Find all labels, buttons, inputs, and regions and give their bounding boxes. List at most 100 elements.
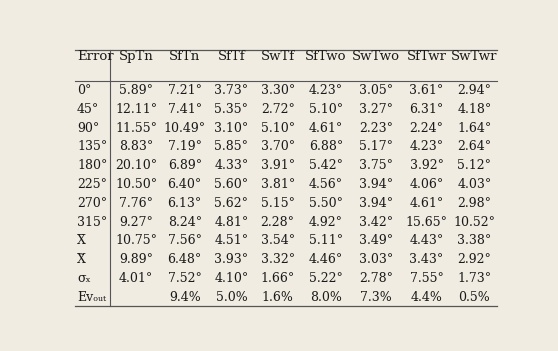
Text: 0°: 0° [77,84,92,97]
Text: 3.73°: 3.73° [214,84,248,97]
Text: 4.61°: 4.61° [309,122,343,135]
Text: 10.49°: 10.49° [163,122,206,135]
Text: 2.28°: 2.28° [261,216,295,229]
Text: 6.31°: 6.31° [410,103,444,116]
Text: 2.94°: 2.94° [458,84,492,97]
Text: 2.24°: 2.24° [410,122,444,135]
Text: 180°: 180° [77,159,108,172]
Text: SpTn: SpTn [119,51,153,64]
Text: 5.11°: 5.11° [309,234,343,247]
Text: 6.88°: 6.88° [309,140,343,153]
Text: 225°: 225° [77,178,107,191]
Text: 7.76°: 7.76° [119,197,153,210]
Text: 90°: 90° [77,122,99,135]
Text: 4.92°: 4.92° [309,216,343,229]
Text: 4.81°: 4.81° [214,216,248,229]
Text: 5.17°: 5.17° [359,140,393,153]
Text: SfTwr: SfTwr [407,51,446,64]
Text: 1.66°: 1.66° [261,272,295,285]
Text: 4.56°: 4.56° [309,178,343,191]
Text: SwTf: SwTf [261,51,295,64]
Text: 7.21°: 7.21° [168,84,202,97]
Text: 2.92°: 2.92° [458,253,491,266]
Text: 6.89°: 6.89° [167,159,202,172]
Text: 4.23°: 4.23° [309,84,343,97]
Text: 9.27°: 9.27° [119,216,153,229]
Text: 11.55°: 11.55° [115,122,157,135]
Text: 5.12°: 5.12° [458,159,492,172]
Text: 5.60°: 5.60° [214,178,248,191]
Text: SfTwo: SfTwo [305,51,347,64]
Text: 135°: 135° [77,140,107,153]
Text: 4.23°: 4.23° [410,140,444,153]
Text: σₓ: σₓ [77,272,91,285]
Text: 10.50°: 10.50° [115,178,157,191]
Text: 3.38°: 3.38° [457,234,492,247]
Text: SwTwr: SwTwr [451,51,498,64]
Text: 3.05°: 3.05° [359,84,393,97]
Text: 45°: 45° [77,103,99,116]
Text: 5.15°: 5.15° [261,197,295,210]
Text: 2.78°: 2.78° [359,272,393,285]
Text: 3.32°: 3.32° [261,253,295,266]
Text: 4.01°: 4.01° [119,272,153,285]
Text: 7.19°: 7.19° [168,140,202,153]
Text: 5.89°: 5.89° [119,84,153,97]
Text: 7.56°: 7.56° [168,234,202,247]
Text: 3.81°: 3.81° [261,178,295,191]
Text: 7.52°: 7.52° [168,272,201,285]
Text: 6.48°: 6.48° [167,253,202,266]
Text: 3.92°: 3.92° [410,159,444,172]
Text: 1.73°: 1.73° [457,272,492,285]
Text: 4.46°: 4.46° [309,253,343,266]
Text: 3.30°: 3.30° [261,84,295,97]
Text: 3.27°: 3.27° [359,103,393,116]
Text: 5.42°: 5.42° [309,159,343,172]
Text: 5.35°: 5.35° [214,103,248,116]
Text: 5.62°: 5.62° [214,197,248,210]
Text: 2.23°: 2.23° [359,122,393,135]
Text: 5.0%: 5.0% [215,291,247,304]
Text: 4.43°: 4.43° [410,234,444,247]
Text: 5.85°: 5.85° [214,140,248,153]
Text: 4.18°: 4.18° [457,103,492,116]
Text: 2.98°: 2.98° [458,197,492,210]
Text: 2.64°: 2.64° [457,140,492,153]
Text: 3.49°: 3.49° [359,234,393,247]
Text: 4.33°: 4.33° [214,159,248,172]
Text: 20.10°: 20.10° [115,159,157,172]
Text: 3.91°: 3.91° [261,159,295,172]
Text: 3.61°: 3.61° [410,84,444,97]
Text: 1.6%: 1.6% [262,291,294,304]
Text: 4.4%: 4.4% [411,291,442,304]
Text: 12.11°: 12.11° [115,103,157,116]
Text: X̃: X̃ [77,253,86,266]
Text: 9.4%: 9.4% [169,291,200,304]
Text: 0.5%: 0.5% [459,291,490,304]
Text: 4.06°: 4.06° [410,178,444,191]
Text: 8.0%: 8.0% [310,291,342,304]
Text: 4.10°: 4.10° [214,272,248,285]
Text: X̄: X̄ [77,234,86,247]
Text: 7.55°: 7.55° [410,272,444,285]
Text: 4.03°: 4.03° [457,178,492,191]
Text: 270°: 270° [77,197,107,210]
Text: 5.10°: 5.10° [309,103,343,116]
Text: Evₒᵤₜ: Evₒᵤₜ [77,291,106,304]
Text: 3.70°: 3.70° [261,140,295,153]
Text: 3.93°: 3.93° [214,253,248,266]
Text: 9.89°: 9.89° [119,253,153,266]
Text: 4.51°: 4.51° [214,234,248,247]
Text: 6.40°: 6.40° [167,178,202,191]
Text: 7.41°: 7.41° [167,103,202,116]
Text: 3.03°: 3.03° [359,253,393,266]
Text: SwTwo: SwTwo [352,51,400,64]
Text: 5.22°: 5.22° [309,272,343,285]
Text: 5.50°: 5.50° [309,197,343,210]
Text: SfTf: SfTf [218,51,245,64]
Text: 7.3%: 7.3% [360,291,392,304]
Text: 8.24°: 8.24° [167,216,202,229]
Text: 10.52°: 10.52° [453,216,496,229]
Text: 3.94°: 3.94° [359,197,393,210]
Text: 3.42°: 3.42° [359,216,393,229]
